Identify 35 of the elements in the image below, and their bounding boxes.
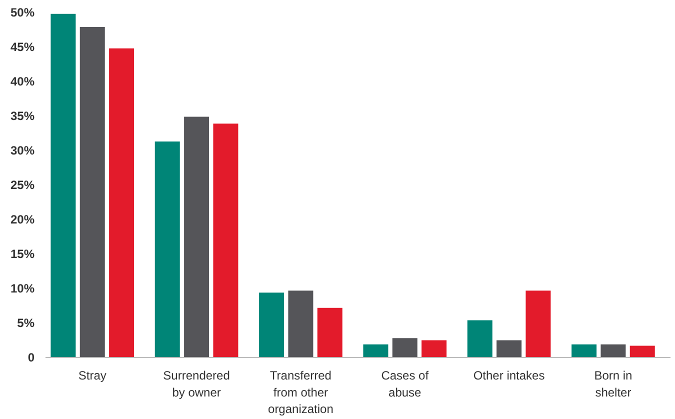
bar xyxy=(109,48,134,358)
bar xyxy=(496,340,522,358)
x-tick-label: Surrendered by owner xyxy=(163,368,230,400)
bar xyxy=(154,142,180,358)
bar xyxy=(392,338,418,358)
y-tick-label: 50% xyxy=(10,6,35,20)
bar xyxy=(467,320,492,358)
bar xyxy=(363,344,388,358)
x-tick-label: Cases of abuse xyxy=(381,368,430,400)
x-tick-label: Transferred from other organization xyxy=(268,368,334,416)
y-tick-label: 30% xyxy=(10,144,35,158)
bar xyxy=(50,14,76,358)
y-tick-label: 15% xyxy=(10,247,35,261)
bar xyxy=(526,290,551,358)
x-tick-label: Stray xyxy=(78,368,106,382)
bar xyxy=(422,340,447,358)
y-tick-label: 5% xyxy=(17,316,35,330)
bar xyxy=(213,124,238,358)
y-tick-label: 45% xyxy=(10,40,35,54)
x-tick-label: Born in shelter xyxy=(594,368,632,400)
bar xyxy=(600,344,626,358)
bar xyxy=(572,344,597,358)
y-tick-label: 35% xyxy=(10,109,35,123)
bar xyxy=(184,116,210,358)
bar xyxy=(80,26,105,358)
y-tick-label: 25% xyxy=(10,178,35,192)
y-tick-label: 0 xyxy=(28,350,35,364)
y-tick-label: 40% xyxy=(10,74,35,88)
x-tick-label: Other intakes xyxy=(473,368,545,382)
bar xyxy=(630,346,655,358)
y-tick-label: 20% xyxy=(10,212,35,226)
bar xyxy=(288,290,314,358)
bar xyxy=(317,308,342,358)
bar xyxy=(259,292,284,358)
y-tick-label: 10% xyxy=(10,282,35,296)
